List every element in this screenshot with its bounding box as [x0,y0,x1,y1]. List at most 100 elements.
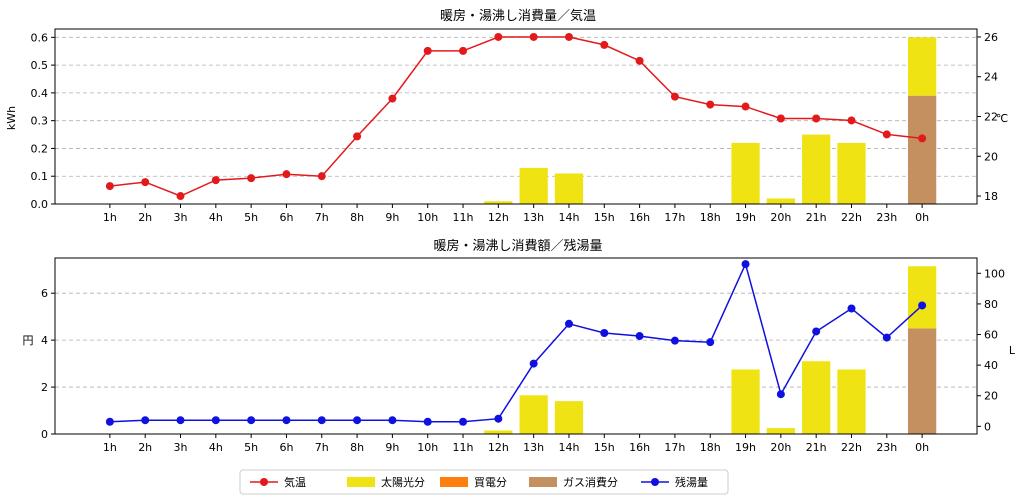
data-point [282,170,291,179]
legend-label: 太陽光分 [381,475,425,489]
bar-太陽光分 [766,428,795,434]
data-point [388,416,397,425]
y2-tick-label: 24 [984,71,998,84]
y2-tick-label: 18 [984,190,998,203]
data-point [388,94,397,103]
bar-太陽光分 [907,37,937,96]
bar-太陽光分 [907,266,937,329]
x-tick-label: 22h [841,441,862,454]
legend-swatch [440,477,468,487]
data-point [529,32,538,41]
y-tick-label: 2 [41,381,48,394]
legend-frame [239,469,729,495]
y-tick-label: 0.2 [31,142,49,155]
data-point [494,414,503,423]
data-point [529,359,538,368]
data-point [564,32,573,41]
x-tick-label: 0h [915,441,929,454]
x-tick-label: 20h [770,211,791,224]
legend-swatch [347,477,375,487]
data-point [459,417,468,426]
x-tick-label: 3h [174,211,188,224]
x-tick-label: 15h [594,211,615,224]
data-point [247,174,256,183]
x-tick-label: 23h [876,211,897,224]
data-point [211,176,220,185]
y2-tick-label: 20 [984,390,998,403]
series-line [109,36,923,197]
data-point [741,260,750,269]
y2-tick-label: 20 [984,150,998,163]
x-tick-label: 8h [350,211,364,224]
x-tick-label: 7h [315,441,329,454]
x-tick-label: 17h [664,211,685,224]
x-tick-label: 4h [209,211,223,224]
x-tick-label: 3h [174,441,188,454]
y-tick-label: 0.5 [31,59,49,72]
data-point [423,417,432,426]
x-tick-label: 12h [488,441,509,454]
y-tick-label: 0.4 [31,87,49,100]
data-point [317,416,326,425]
chart-cost-hot-water: 暖房・湯沸し消費額／残湯量 円 L 0 2 4 6 0 20 40 60 80 100 1h 2h… [23,238,1016,454]
data-point [176,192,185,201]
bar-太陽光分 [802,134,831,204]
x-tick-label: 11h [453,441,474,454]
x-tick-label: 13h [523,211,544,224]
bar-太陽光分 [554,173,584,204]
x-tick-label: 17h [664,441,685,454]
x-tick-label: 12h [488,211,509,224]
data-point [706,100,715,109]
bar-太陽光分 [731,369,760,434]
y-tick-label: 6 [41,287,48,300]
bar-太陽光分 [519,395,548,434]
legend-marker [651,478,659,486]
chart-title: 暖房・湯沸し消費量／気温 [440,8,596,24]
data-point [812,327,821,336]
data-point [141,178,150,187]
x-tick-label: 19h [735,441,756,454]
data-point [105,182,114,191]
series-line [109,261,923,423]
x-tick-label: 2h [138,441,152,454]
y-tick-label: 4 [41,334,48,347]
data-point [176,416,185,425]
x-tick-label: 10h [417,441,438,454]
legend-marker [260,478,268,486]
x-tick-label: 5h [244,211,258,224]
data-point [353,132,362,141]
chart-consumption-temperature: 暖房・湯沸し消費量／気温 kWh ℃ 0.0 0.1 0.2 0.3 0.4 0.5 0.6… [5,8,1008,224]
x-tick-label: 2h [138,211,152,224]
x-tick-label: 0h [915,211,929,224]
bar-太陽光分 [802,361,831,434]
x-tick-label: 1h [103,211,117,224]
y2-tick-label: 100 [984,267,1005,280]
x-tick-label: 16h [629,211,650,224]
data-point [776,390,785,399]
legend-label: ガス消費分 [563,475,618,489]
bar-太陽光分 [484,201,513,204]
data-point [882,333,891,342]
data-point [741,102,750,111]
x-tick-label: 13h [523,441,544,454]
legend-label: 気温 [284,475,306,489]
x-tick-label: 14h [558,211,579,224]
y-axis-label-left: kWh [5,106,18,130]
x-tick-label: 9h [385,211,399,224]
data-point [635,56,644,65]
x-tick-label: 23h [876,441,897,454]
x-tick-label: 7h [315,211,329,224]
bar-太陽光分 [519,167,548,204]
x-tick-label: 11h [453,211,474,224]
x-tick-label: 21h [806,441,827,454]
bar-太陽光分 [837,142,866,204]
x-tick-label: 22h [841,211,862,224]
data-point [812,114,821,123]
data-point [635,332,644,341]
data-point [600,40,609,49]
x-tick-label: 15h [594,441,615,454]
bar-太陽光分 [837,369,866,434]
data-point [353,416,362,425]
x-tick-label: 6h [279,441,293,454]
data-point [847,304,856,313]
